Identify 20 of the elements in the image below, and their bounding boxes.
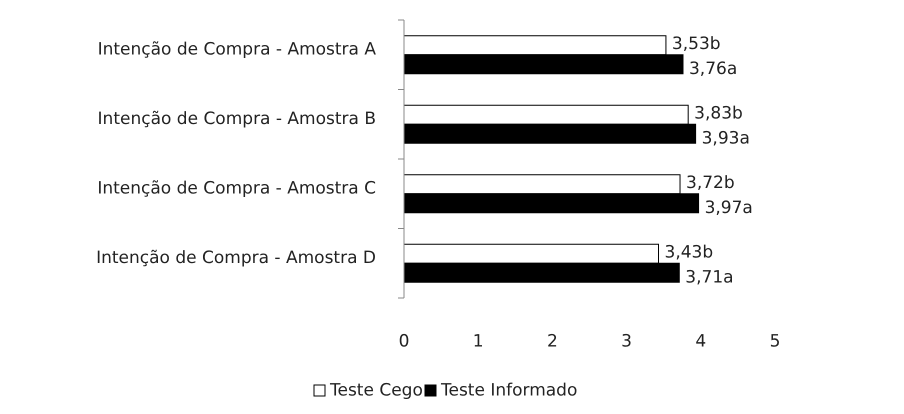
data-label: 3,97a [704,198,753,218]
x-tick-label: 4 [695,332,706,352]
data-label: 3,76a [688,58,738,79]
y-tick-label: Intenção de Compra - Amostra D [96,248,376,268]
data-label: 3,43b [664,242,714,262]
data-label: 3,71a [685,267,734,288]
data-label: 3,93a [702,128,750,148]
data-label: 3,83b [694,103,743,124]
x-tick-label: 1 [472,332,484,352]
legend-label: Teste Cego [329,380,423,401]
y-tick-label: Intenção de Compra - Amostra C [97,178,376,198]
legend-label: Teste Informado [440,380,578,401]
x-tick-label: 0 [398,332,410,352]
y-tick-label: Intenção de Compra - Amostra A [98,39,376,60]
y-tick-label: Intenção de Compra - Amostra B [98,108,376,129]
x-tick-label: 5 [770,332,780,352]
x-tick-label: 3 [621,332,632,352]
x-tick-label: 2 [546,332,558,352]
data-label: 3,72b [686,172,735,193]
data-label: 3,53b [672,34,721,54]
